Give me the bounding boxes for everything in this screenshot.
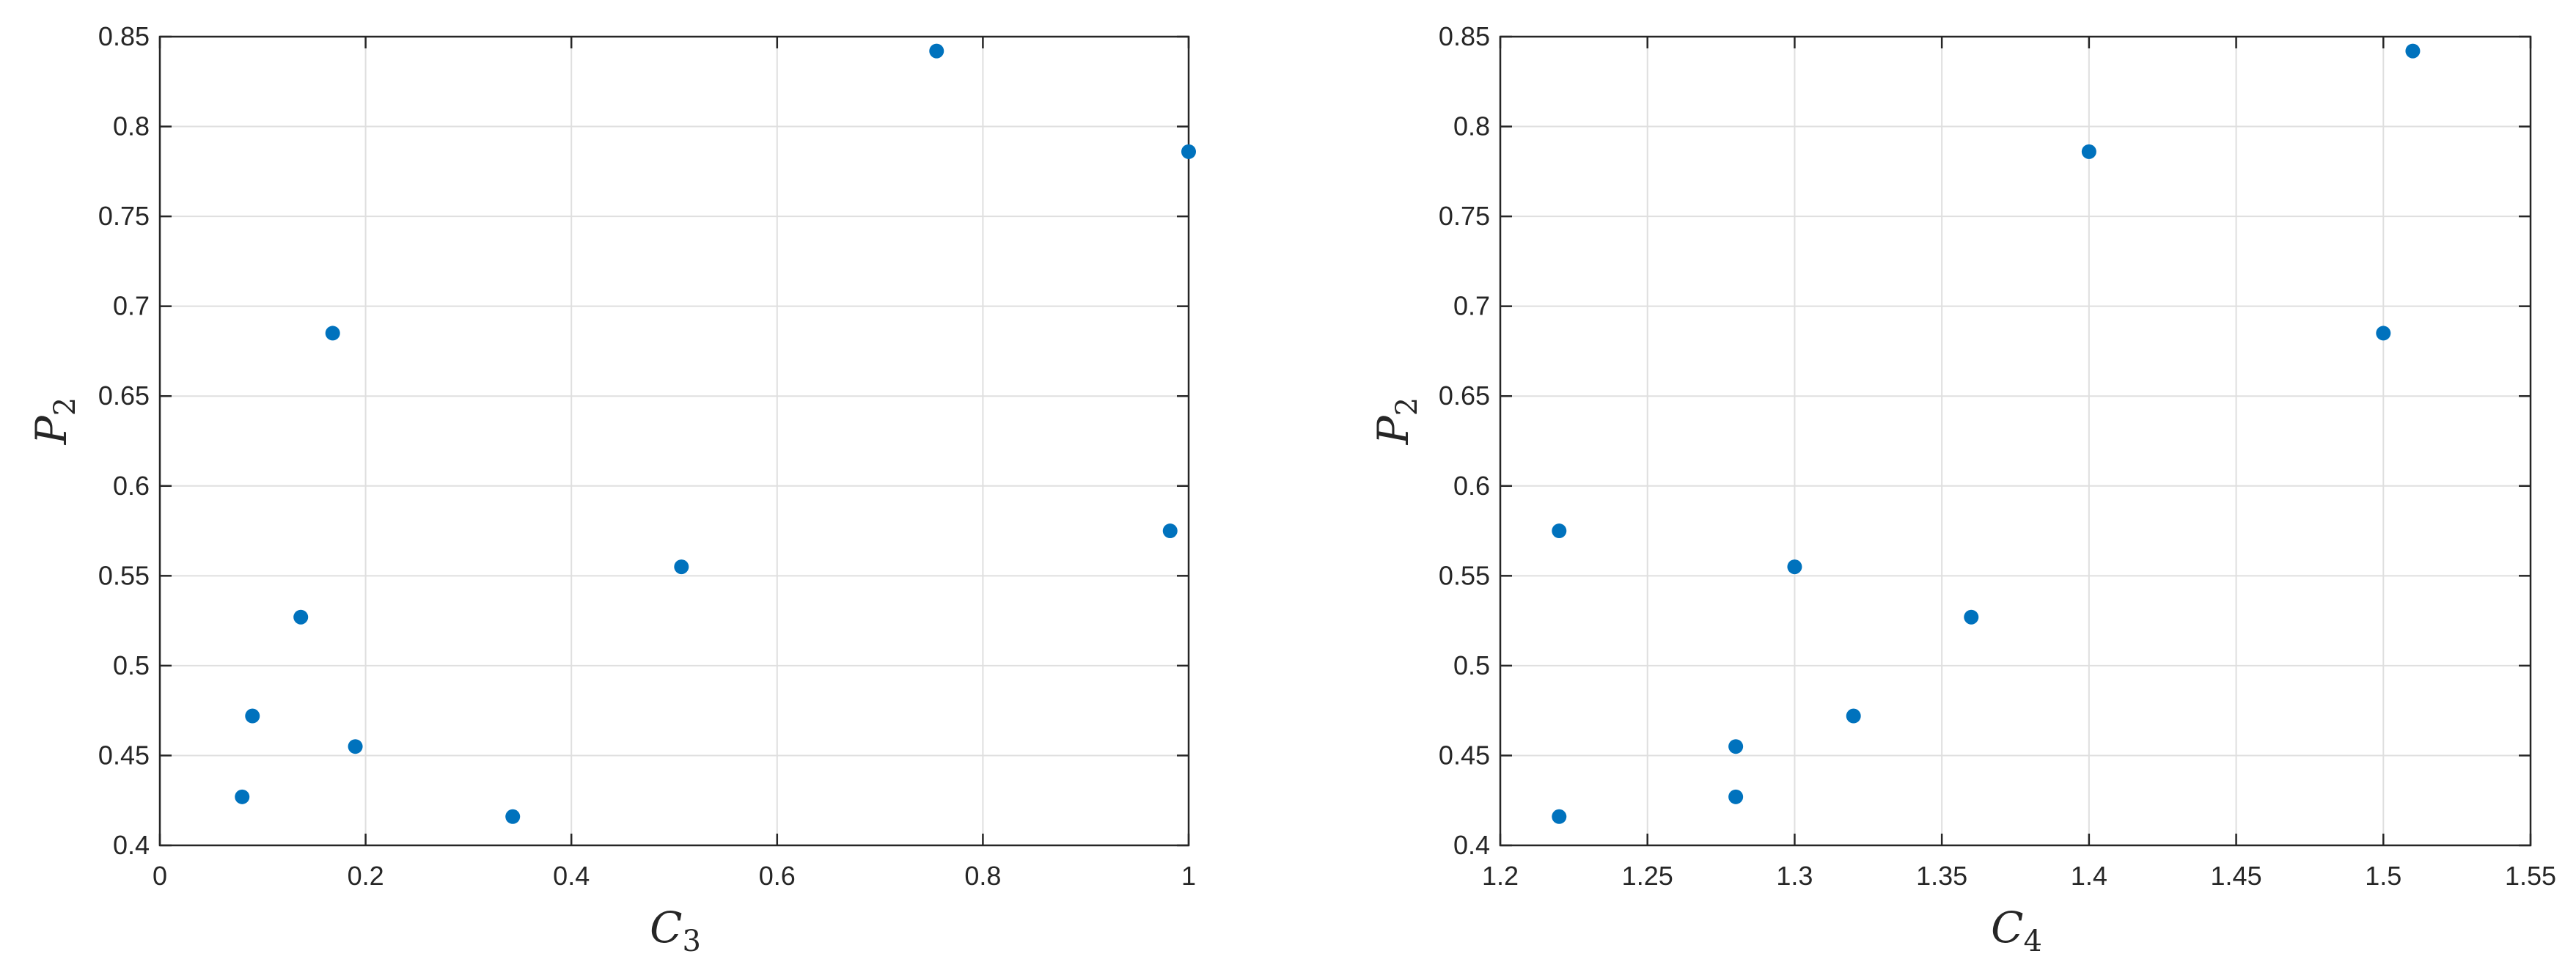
x-tick-label: 1.45: [2211, 861, 2262, 891]
data-point: [348, 739, 363, 754]
y-axis-label: P2: [26, 397, 82, 445]
x-axis-label-subscript: 4: [2023, 925, 2041, 958]
scatter-plot-left: 0.4 0.45 0.5 0.55 0.6 0.65 0.7 0.75 0.8 0.85 0 0.2…: [26, 21, 1196, 958]
data-point: [293, 609, 309, 625]
y-tick-label: 0.6: [113, 471, 150, 501]
y-tick-label: 0.5: [1453, 650, 1490, 680]
data-point: [674, 559, 689, 575]
x-tick-label: 1.5: [2365, 861, 2401, 891]
data-point: [245, 708, 260, 724]
x-axis-label-main: C: [1991, 903, 2023, 952]
y-tick-label: 0.55: [1439, 560, 1490, 590]
y-axis-label-subscript: 2: [48, 397, 82, 416]
data-point: [2376, 326, 2391, 341]
plot-frame: [158, 35, 1190, 847]
y-tick-label: 0.5: [113, 650, 150, 680]
y-axis-label-subscript: 2: [1390, 397, 1424, 416]
y-tick-label: 0.85: [98, 21, 150, 51]
data-point: [1162, 523, 1178, 539]
x-tick-label: 1.35: [1916, 861, 1967, 891]
y-tick-label: 0.4: [113, 830, 150, 860]
y-tick-label: 0.65: [98, 381, 150, 411]
x-tick-label: 1.25: [1622, 861, 1673, 891]
scatter-plot-right: 0.4 0.45 0.5 0.55 0.6 0.65 0.7 0.75 0.8 0.85 1.2 1…: [1368, 21, 2556, 958]
data-point: [929, 43, 944, 59]
x-tick-label: 1.2: [1482, 861, 1519, 891]
data-point: [325, 326, 340, 341]
data-point: [235, 789, 250, 804]
data-point: [2081, 144, 2096, 159]
x-tick-label: 1: [1181, 861, 1196, 891]
y-axis-label: P2: [1368, 397, 1424, 445]
x-tick-label: 1.4: [2071, 861, 2107, 891]
data-point: [1181, 144, 1196, 159]
y-tick-label: 0.7: [113, 291, 150, 321]
x-tick-label: 0: [153, 861, 167, 891]
x-axis-label: C3: [650, 903, 701, 958]
y-tick-label: 0.65: [1439, 381, 1490, 411]
plot-frame: [1499, 35, 2532, 847]
y-tick-label: 0.6: [1453, 471, 1490, 501]
x-tick-label: 1.3: [1776, 861, 1813, 891]
data-point: [2405, 43, 2421, 59]
y-tick-label: 0.4: [1453, 830, 1490, 860]
data-point: [1552, 523, 1567, 539]
y-tick-label: 0.55: [98, 560, 150, 590]
data-point: [505, 809, 521, 824]
x-tick-label: 1.55: [2505, 861, 2556, 891]
data-point: [1964, 609, 1979, 625]
data-point: [1728, 739, 1744, 754]
data-point: [1552, 809, 1567, 824]
y-axis-label-main: P: [1368, 415, 1418, 445]
x-tick-label: 0.4: [553, 861, 590, 891]
y-tick-label: 0.8: [1453, 111, 1490, 142]
x-axis-label-main: C: [650, 903, 682, 952]
y-axis-label-main: P: [26, 415, 76, 445]
y-tick-label: 0.75: [98, 201, 150, 231]
y-tick-label: 0.8: [113, 111, 150, 142]
x-tick-label: 0.6: [759, 861, 796, 891]
data-point: [1846, 708, 1861, 724]
data-point: [1728, 789, 1744, 804]
y-tick-label: 0.45: [1439, 740, 1490, 770]
x-axis-label: C4: [1991, 903, 2042, 958]
y-tick-label: 0.75: [1439, 201, 1490, 231]
x-axis-label-subscript: 3: [682, 925, 700, 958]
x-tick-label: 0.2: [348, 861, 384, 891]
y-tick-label: 0.85: [1439, 21, 1490, 51]
y-tick-label: 0.7: [1453, 291, 1490, 321]
y-tick-label: 0.45: [98, 740, 150, 770]
data-point: [1787, 559, 1802, 575]
x-tick-label: 0.8: [964, 861, 1001, 891]
